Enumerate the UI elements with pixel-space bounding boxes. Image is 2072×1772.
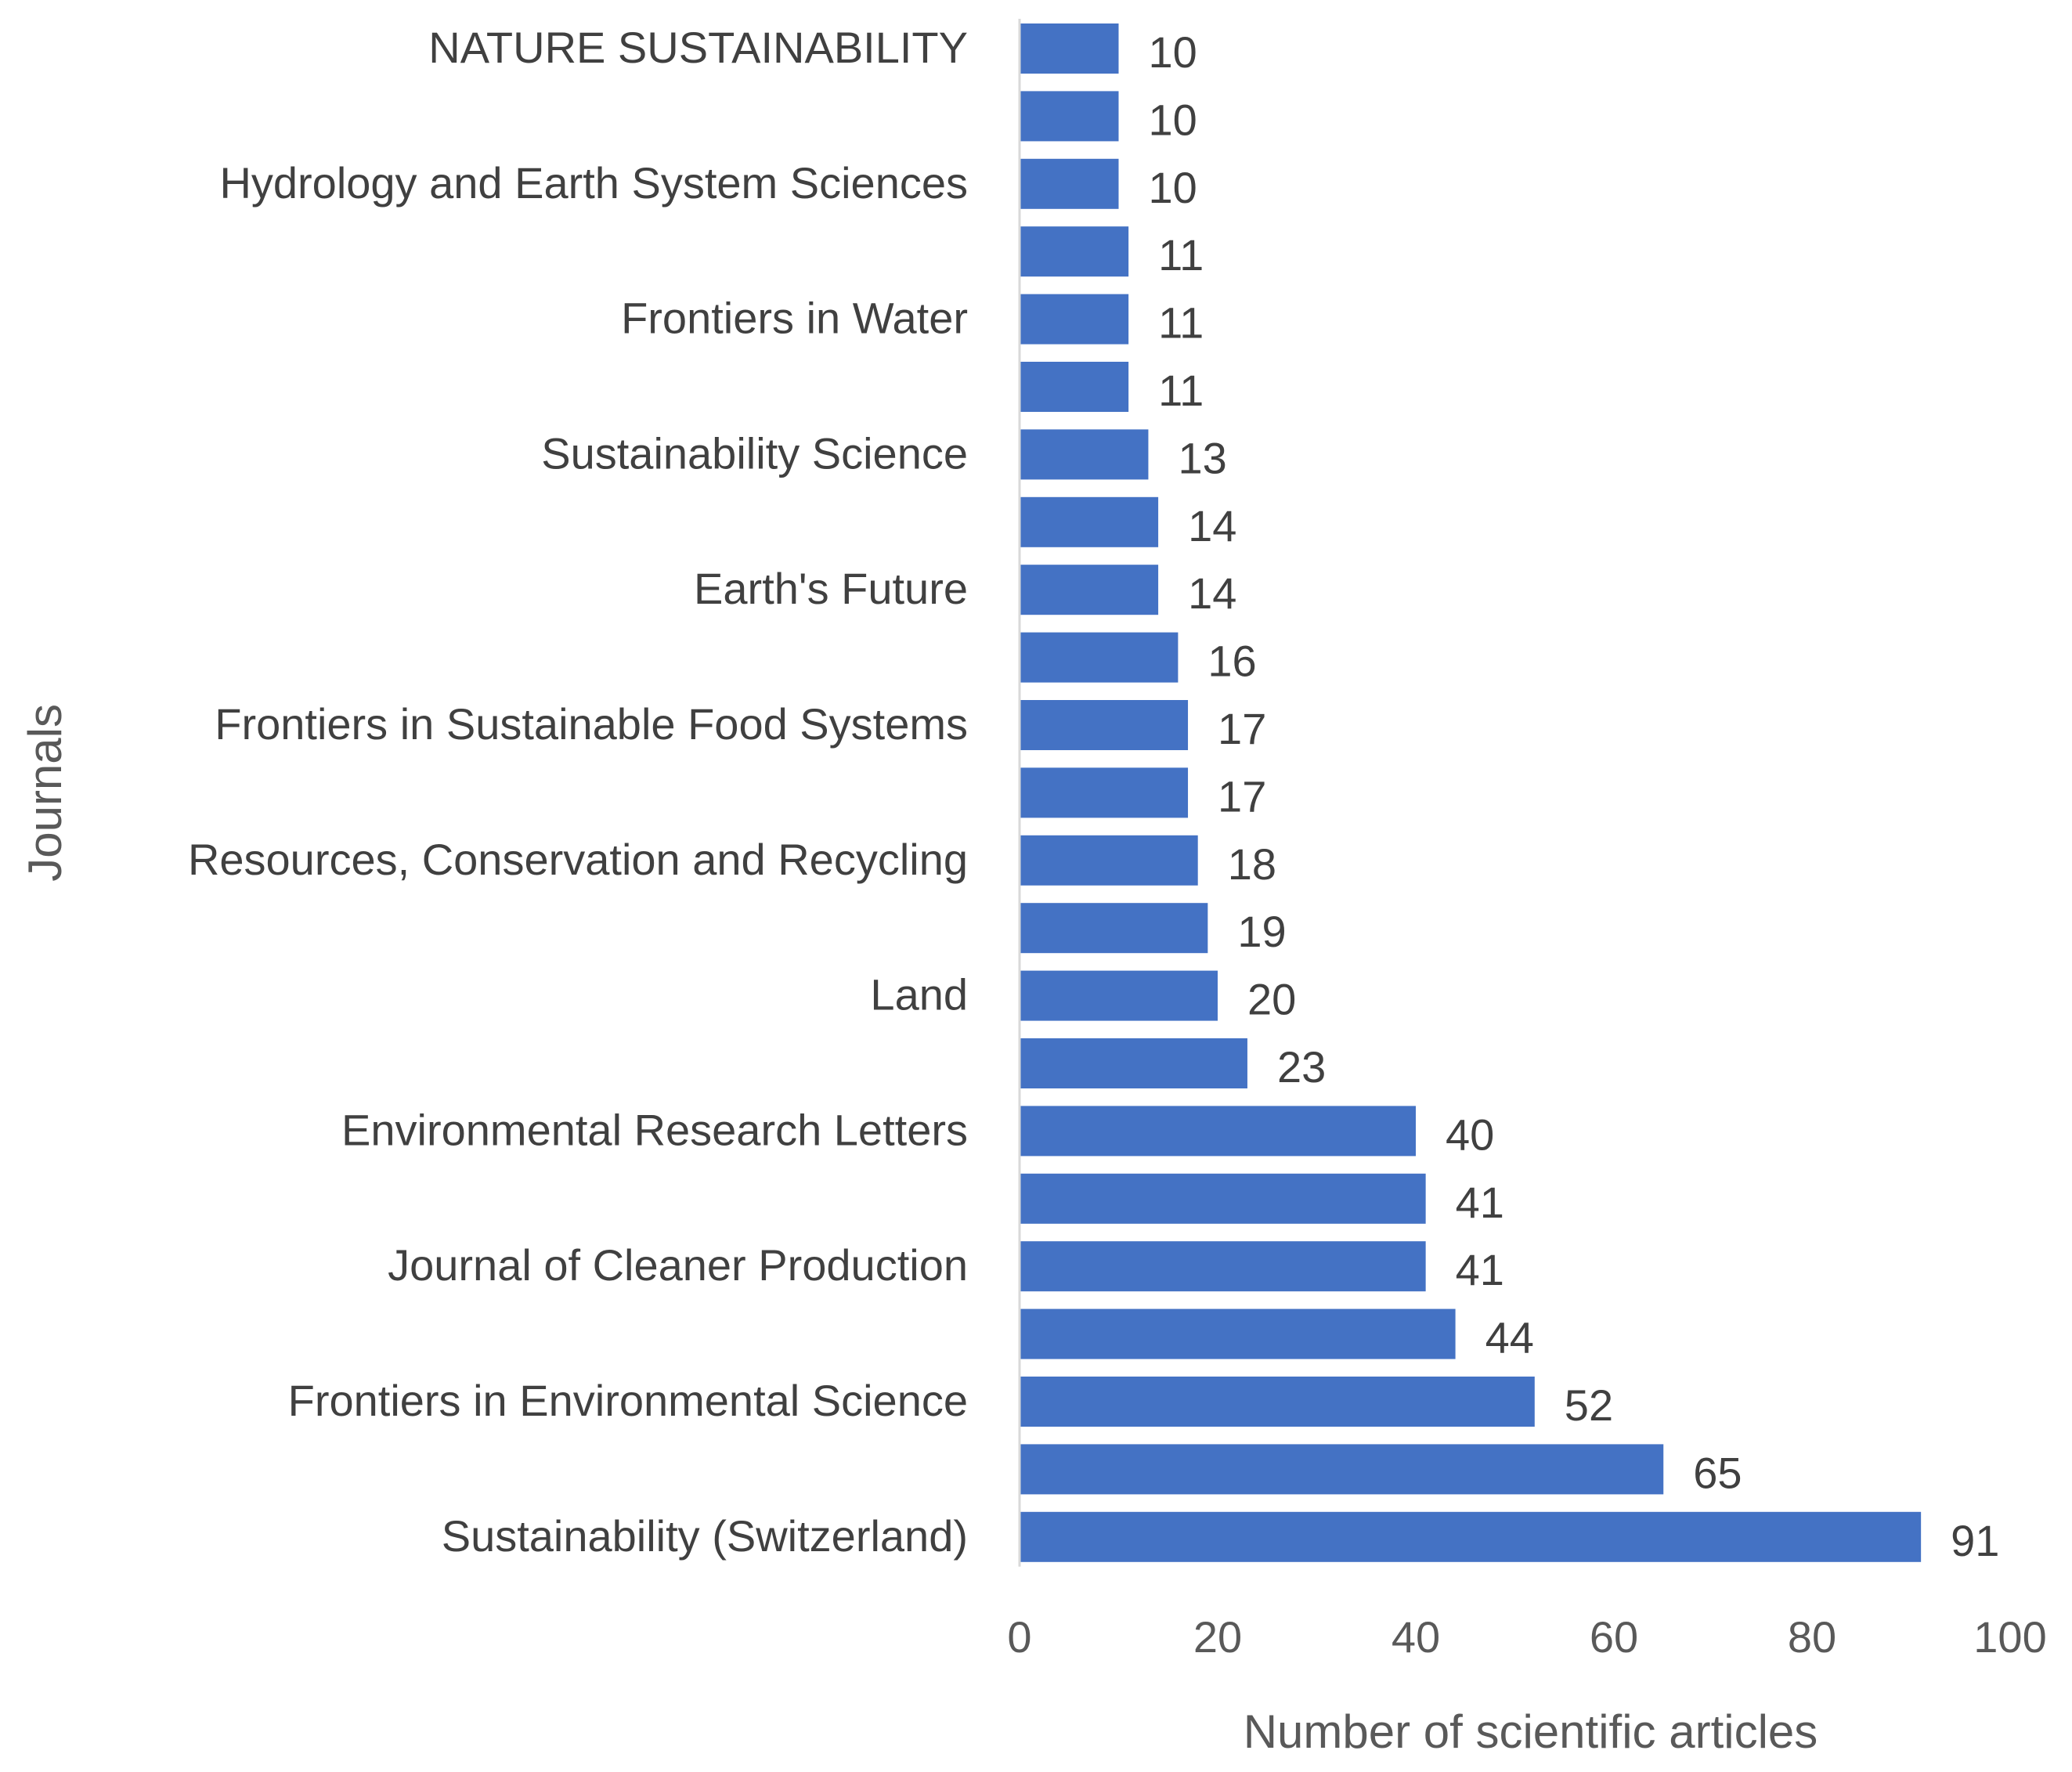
category-label: Environmental Research Letters bbox=[341, 1105, 968, 1154]
category-labels: NATURE SUSTAINABILITY Hydrology and Earth… bbox=[188, 23, 968, 1561]
bar-22 bbox=[1020, 1444, 1664, 1495]
bar-value-label: 91 bbox=[1951, 1516, 1999, 1565]
category-label: Hydrology and Earth System Sciences bbox=[219, 158, 968, 208]
bar-value-label: 16 bbox=[1207, 637, 1256, 686]
category-label: NATURE SUSTAINABILITY bbox=[428, 23, 968, 72]
bar-value-label: 20 bbox=[1247, 975, 1296, 1024]
bar-18 bbox=[1020, 1173, 1426, 1224]
bar-2 bbox=[1020, 91, 1119, 142]
x-tick-label: 60 bbox=[1590, 1612, 1638, 1662]
value-labels: 10 10 10 11 11 11 13 14 14 16 17 17 18 19 20 23 40 41 41 44… bbox=[1149, 27, 2000, 1565]
bar-5 bbox=[1020, 294, 1129, 345]
bar-12 bbox=[1020, 767, 1189, 818]
bar-value-label: 10 bbox=[1149, 95, 1197, 144]
bar-value-label: 14 bbox=[1188, 568, 1236, 618]
category-label: Earth's Future bbox=[694, 564, 968, 613]
bar-value-label: 11 bbox=[1158, 230, 1204, 280]
bar-11 bbox=[1020, 700, 1189, 750]
bars-layer bbox=[1020, 23, 1922, 1562]
x-tick-labels: 0 20 40 60 80 100 bbox=[1007, 1612, 2046, 1662]
bar-value-label: 44 bbox=[1485, 1313, 1534, 1362]
bar-value-label: 19 bbox=[1237, 907, 1286, 956]
category-label: Resources, Conservation and Recycling bbox=[188, 835, 968, 884]
bar-value-label: 18 bbox=[1228, 839, 1276, 889]
bar-8 bbox=[1020, 496, 1159, 547]
bar-14 bbox=[1020, 903, 1208, 954]
bar-value-label: 65 bbox=[1693, 1448, 1742, 1497]
bar-15 bbox=[1020, 970, 1218, 1021]
bar-value-label: 10 bbox=[1149, 163, 1197, 212]
category-label: Land bbox=[870, 970, 968, 1020]
bar-17 bbox=[1020, 1106, 1416, 1157]
y-axis-title: Journals bbox=[19, 704, 71, 882]
bar-value-label: 23 bbox=[1277, 1042, 1326, 1092]
bar-value-label: 11 bbox=[1158, 298, 1204, 348]
bar-value-label: 41 bbox=[1456, 1245, 1504, 1294]
bar-value-label: 14 bbox=[1188, 501, 1236, 550]
bar-value-label: 17 bbox=[1218, 771, 1266, 821]
x-tick-label: 40 bbox=[1392, 1612, 1440, 1662]
bar-16 bbox=[1020, 1038, 1247, 1088]
bar-1 bbox=[1020, 23, 1119, 74]
bar-21 bbox=[1020, 1377, 1535, 1427]
bar-3 bbox=[1020, 158, 1119, 209]
category-label: Frontiers in Sustainable Food Systems bbox=[215, 699, 968, 749]
x-tick-label: 20 bbox=[1193, 1612, 1242, 1662]
bar-value-label: 10 bbox=[1149, 27, 1197, 77]
bar-6 bbox=[1020, 362, 1129, 412]
bar-7 bbox=[1020, 429, 1149, 480]
category-label: Frontiers in Water bbox=[621, 294, 968, 343]
x-tick-label: 80 bbox=[1788, 1612, 1836, 1662]
bar-23 bbox=[1020, 1511, 1922, 1562]
bar-value-label: 13 bbox=[1178, 433, 1226, 482]
bar-20 bbox=[1020, 1308, 1456, 1359]
bar-value-label: 40 bbox=[1446, 1110, 1494, 1159]
category-label: Frontiers in Environmental Science bbox=[288, 1376, 968, 1425]
bar-13 bbox=[1020, 835, 1198, 886]
bar-19 bbox=[1020, 1241, 1426, 1292]
x-tick-label: 0 bbox=[1007, 1612, 1031, 1662]
category-label: Sustainability (Switzerland) bbox=[442, 1511, 968, 1561]
x-axis-title: Number of scientific articles bbox=[1244, 1705, 1818, 1758]
bar-9 bbox=[1020, 565, 1159, 615]
bar-value-label: 52 bbox=[1565, 1380, 1613, 1430]
bar-value-label: 17 bbox=[1218, 704, 1266, 753]
category-label: Sustainability Science bbox=[541, 428, 968, 478]
bar-10 bbox=[1020, 632, 1179, 683]
bar-value-label: 41 bbox=[1456, 1178, 1504, 1227]
bar-value-label: 11 bbox=[1158, 366, 1204, 415]
category-label: Journal of Cleaner Production bbox=[388, 1240, 968, 1290]
bar-4 bbox=[1020, 226, 1129, 277]
x-tick-label: 100 bbox=[1973, 1612, 2046, 1662]
